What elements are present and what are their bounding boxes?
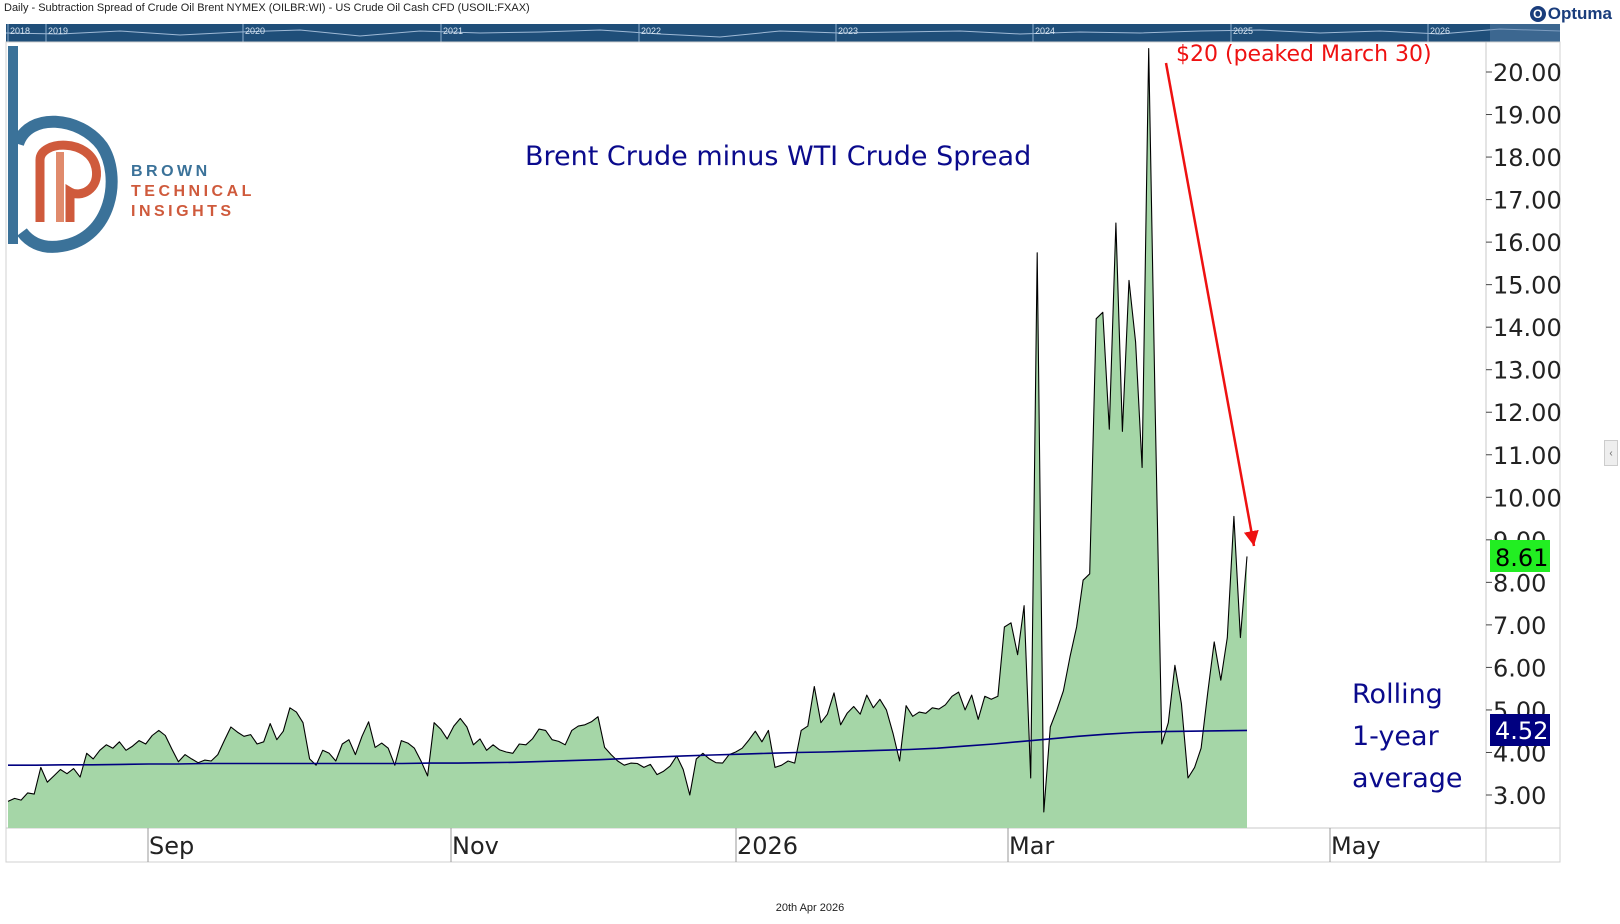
peak-annotation: $20 (peaked March 30) [1164, 42, 1432, 547]
y-tick-label: 16.00 [1493, 229, 1562, 257]
navigator-year-label: 2024 [1035, 26, 1055, 36]
navigator-year-label: 2022 [641, 26, 661, 36]
x-tick-label: Sep [149, 832, 194, 860]
y-tick-label: 8.00 [1493, 569, 1546, 597]
optuma-logo: O Optuma [1529, 4, 1612, 24]
y-tick-label: 12.00 [1493, 399, 1562, 427]
logo-stem [8, 46, 18, 244]
navigator-year-label: 2023 [838, 26, 858, 36]
last-value-badge-text: 8.61 [1495, 544, 1548, 572]
rolling-value-badge-text: 4.52 [1495, 717, 1548, 745]
rolling-label-line-2: 1-year [1352, 721, 1440, 752]
chevron-left-icon: ‹ [1609, 447, 1613, 459]
y-tick-label: 17.00 [1493, 187, 1562, 215]
rolling-value-badge: 4.52 [1490, 714, 1550, 746]
x-axis: Sep Nov 2026 Mar May [147, 828, 1381, 862]
logo-inner-mark [35, 140, 101, 222]
navigator-year-label: 2021 [443, 26, 463, 36]
y-tick-label: 14.00 [1493, 314, 1562, 342]
y-tick-label: 10.00 [1493, 484, 1562, 512]
brown-technical-insights-logo: BROWN TECHNICAL INSIGHTS [8, 46, 255, 253]
y-tick-label: 18.00 [1493, 144, 1562, 172]
chart-title: Brent Crude minus WTI Crude Spread [525, 141, 1031, 172]
navigator-year-label: 2026 [1430, 26, 1450, 36]
y-tick-label: 3.00 [1493, 782, 1546, 810]
logo-word-technical: TECHNICAL [131, 183, 255, 200]
y-tick-label: 20.00 [1493, 59, 1562, 87]
y-tick-label: 13.00 [1493, 357, 1562, 385]
logo-bowl [12, 115, 118, 253]
navigator-year-label: 2025 [1233, 26, 1253, 36]
navigator-window[interactable] [1490, 24, 1560, 42]
y-axis: 3.004.005.006.007.008.009.0010.0011.0012… [1486, 59, 1562, 810]
navigator-year-label: 2019 [48, 26, 68, 36]
y-tick-label: 6.00 [1493, 654, 1546, 682]
y-tick-label: 19.00 [1493, 102, 1562, 130]
rolling-average-label: Rolling 1-year average [1352, 679, 1463, 794]
date-navigator[interactable]: 2018 2019 2020 2021 2022 2023 2024 2025 2026 [5, 24, 1561, 42]
footer-date: 20th Apr 2026 [775, 902, 845, 914]
x-tick-label: 2026 [737, 832, 798, 860]
collapse-panel-button[interactable]: ‹ [1604, 440, 1618, 466]
x-tick-label: Mar [1009, 832, 1054, 860]
chart-description: Daily - Subtraction Spread of Crude Oil … [4, 2, 530, 14]
plot-frame [5, 41, 1561, 863]
rolling-average-line[interactable] [8, 729, 1248, 766]
y-tick-label: 15.00 [1493, 272, 1562, 300]
y-tick-label: 11.00 [1493, 442, 1562, 470]
spread-area [8, 48, 1247, 829]
peak-annotation-label: $20 (peaked March 30) [1176, 42, 1432, 67]
last-value-badge: 8.61 [1490, 540, 1550, 572]
navigator-year-label: 2018 [10, 26, 30, 36]
navigator-bar[interactable] [6, 24, 1560, 42]
spread-line[interactable] [7, 48, 1248, 813]
rolling-label-line-3: average [1352, 763, 1463, 794]
logo-word-brown: BROWN [131, 163, 211, 180]
last-value-badge-bg [1490, 540, 1550, 572]
rolling-label-line-1: Rolling [1352, 679, 1443, 710]
y-tick-label: 7.00 [1493, 612, 1546, 640]
optuma-logo-icon: O [1529, 6, 1546, 22]
navigator-year-label: 2020 [245, 26, 265, 36]
navigator-overview-line [5, 28, 1561, 38]
peak-arrow [1164, 62, 1259, 547]
x-tick-label: May [1331, 832, 1381, 860]
rolling-value-badge-bg [1490, 714, 1550, 746]
logo-word-insights: INSIGHTS [131, 203, 235, 220]
logo-inner-bar [56, 152, 64, 222]
x-tick-label: Nov [452, 832, 499, 860]
optuma-label: Optuma [1547, 4, 1612, 23]
